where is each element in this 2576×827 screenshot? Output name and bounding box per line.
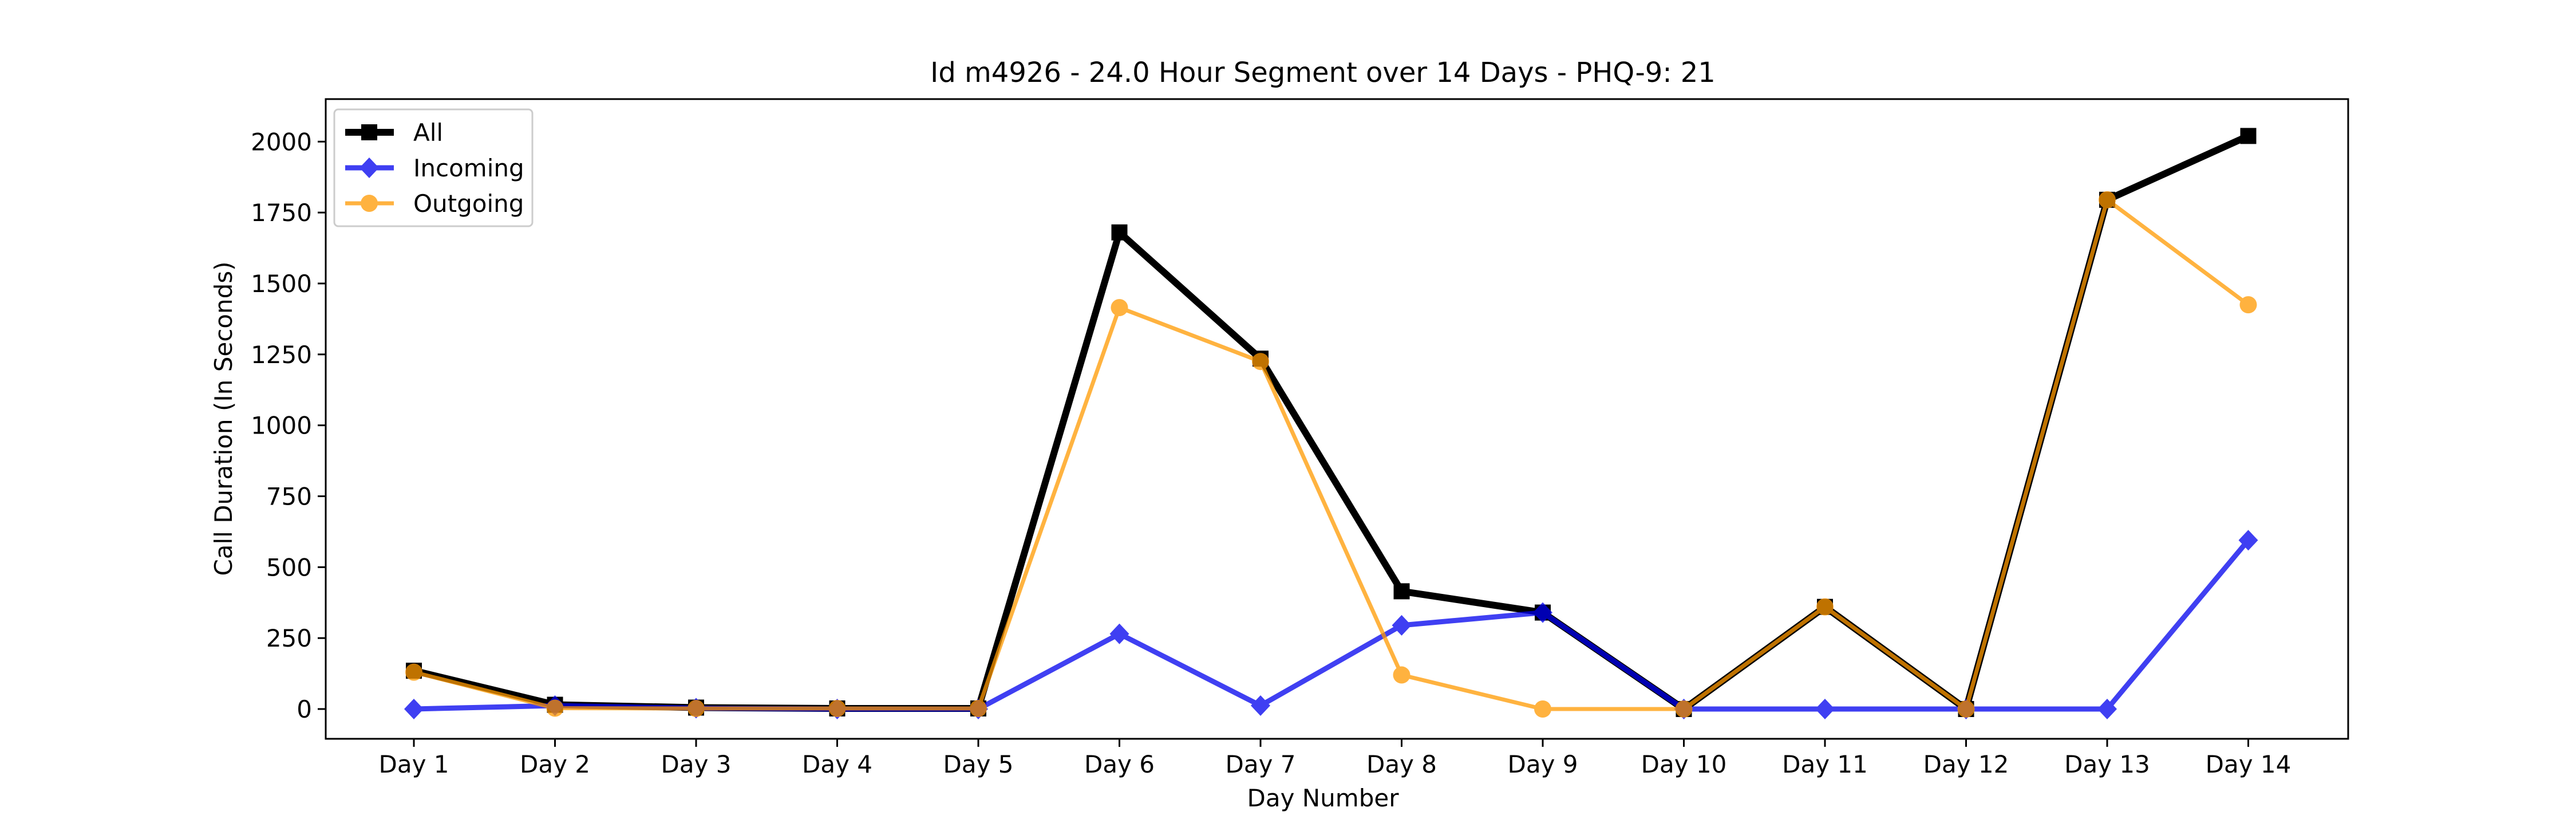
data-point	[1392, 615, 1412, 636]
x-tick-label: Day 9	[1507, 750, 1578, 778]
x-tick-label: Day 7	[1225, 750, 1295, 778]
series-line	[413, 132, 2250, 712]
data-point	[1393, 583, 1410, 600]
y-tick-label: 750	[266, 482, 312, 510]
plot-area	[325, 98, 2349, 740]
legend-label: All	[413, 119, 443, 147]
x-tick-label: Day 6	[1084, 750, 1155, 778]
x-tick-label: Day 12	[1923, 750, 2009, 778]
series-outgoing	[405, 191, 2257, 718]
x-tick-label: Day 8	[1366, 750, 1437, 778]
y-tick-label: 250	[266, 624, 312, 652]
legend-entry	[345, 157, 394, 178]
y-tick-label: 1750	[251, 199, 312, 227]
data-point	[1816, 598, 1834, 616]
data-point	[1109, 623, 1129, 644]
y-tick-label: 500	[266, 553, 312, 581]
data-point	[404, 698, 424, 719]
data-point	[2239, 296, 2257, 314]
x-axis-label: Day Number	[1247, 784, 1399, 812]
series-line	[413, 198, 2250, 711]
y-tick-label: 2000	[251, 128, 312, 156]
data-point	[970, 699, 987, 717]
data-point	[1534, 700, 1551, 718]
data-point	[1957, 700, 1975, 718]
y-tick-label: 1000	[251, 412, 312, 440]
chart-title: Id m4926 - 24.0 Hour Segment over 14 Day…	[930, 57, 1716, 89]
legend: All Incoming Outgoing	[333, 108, 534, 227]
x-axis: Day 1 Day 2 Day 3 Day 4 Day 5 Day 6 Day 7 Day 8…	[378, 739, 2291, 778]
legend-entry	[345, 124, 394, 140]
data-point	[1252, 353, 1269, 371]
data-point	[828, 699, 846, 717]
legend-label: Outgoing	[413, 190, 524, 218]
legend-marker	[359, 157, 379, 178]
x-tick-label: Day 5	[943, 750, 1013, 778]
data-point	[1533, 602, 1552, 623]
data-point	[2099, 191, 2116, 208]
data-point	[2238, 530, 2258, 551]
legend-entry	[345, 195, 394, 212]
data-point	[688, 699, 705, 717]
x-tick-label: Day 2	[520, 750, 590, 778]
x-tick-label: Day 1	[378, 750, 449, 778]
x-tick-label: Day 14	[2206, 750, 2291, 778]
y-tick-label: 1500	[251, 270, 312, 298]
x-tick-label: Day 10	[1641, 750, 1727, 778]
series-incoming	[404, 530, 2258, 719]
data-point	[1675, 700, 1693, 718]
x-tick-label: Day 13	[2064, 750, 2150, 778]
legend-marker	[361, 124, 377, 140]
data-point	[546, 699, 564, 717]
x-tick-label: Day 3	[661, 750, 731, 778]
y-tick-label: 0	[297, 695, 312, 723]
data-point	[1815, 698, 1835, 719]
y-axis: 0 250 500 750 1000 1250 1500 1750 2000	[251, 128, 326, 723]
series-all	[406, 128, 2257, 717]
legend-label: Incoming	[413, 154, 524, 182]
series-layer	[404, 128, 2258, 719]
x-tick-label: Day 11	[1782, 750, 1868, 778]
y-tick-label: 1250	[251, 341, 312, 369]
legend-marker	[361, 195, 378, 212]
data-point	[2097, 698, 2117, 719]
legend-box	[333, 108, 534, 227]
y-axis-label: Call Duration (In Seconds)	[210, 261, 238, 576]
data-point	[1111, 299, 1128, 317]
data-point	[1251, 695, 1270, 716]
data-point	[405, 663, 422, 681]
x-tick-label: Day 4	[802, 750, 872, 778]
data-point	[1393, 666, 1411, 684]
data-point	[2240, 128, 2257, 144]
data-point	[1111, 224, 1128, 241]
